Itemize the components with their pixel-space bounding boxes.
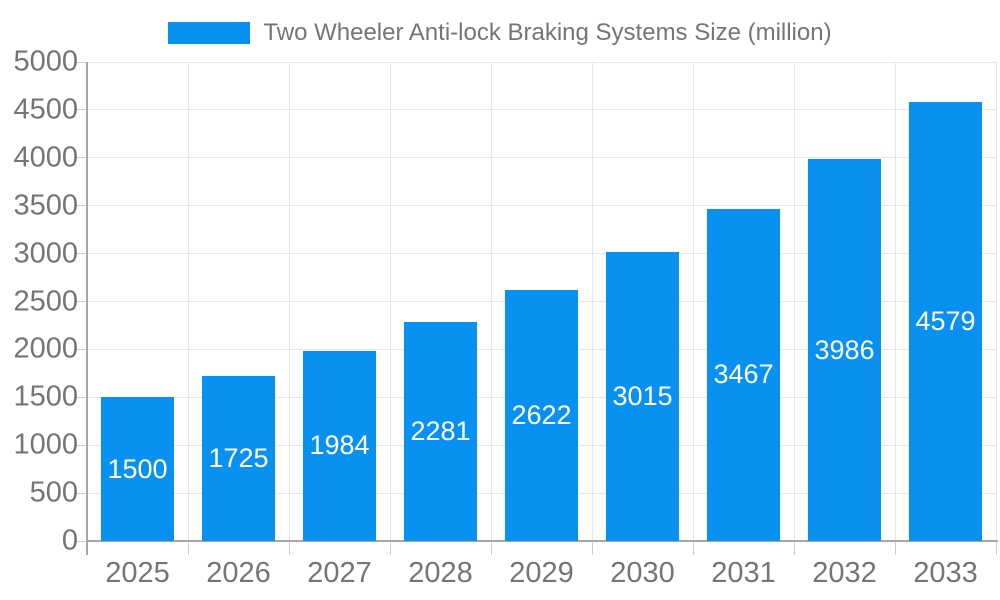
x-axis-tick [692, 541, 694, 555]
legend[interactable]: Two Wheeler Anti-lock Braking Systems Si… [0, 18, 1000, 48]
x-axis-tick [490, 541, 492, 555]
x-axis-label: 2028 [408, 557, 473, 589]
h-gridline [87, 61, 996, 63]
bar-value-label: 2622 [511, 399, 572, 430]
bar-value-label: 3467 [713, 359, 774, 390]
x-axis-tick [995, 541, 997, 555]
x-axis-label: 2027 [307, 557, 372, 589]
bar-2030[interactable]: 3015 [606, 252, 679, 541]
v-gridline [692, 62, 694, 541]
y-axis-tick [74, 61, 87, 63]
v-gridline [187, 62, 189, 541]
y-axis-label: 3500 [13, 189, 78, 222]
x-axis-tick [591, 541, 593, 555]
x-axis-tick [187, 541, 189, 555]
x-axis-tick [793, 541, 795, 555]
x-axis-label: 2033 [913, 557, 978, 589]
y-axis-tick [74, 540, 87, 542]
v-gridline [894, 62, 896, 541]
y-axis-label: 4000 [13, 141, 78, 174]
y-axis-label: 0 [61, 524, 78, 557]
bar-value-label: 1725 [208, 442, 269, 473]
y-axis-tick [74, 444, 87, 446]
x-axis-label: 2032 [812, 557, 877, 589]
legend-swatch [168, 22, 251, 44]
bar-value-label: 4579 [915, 306, 976, 337]
y-axis-label: 1000 [13, 428, 78, 461]
y-axis-tick [74, 301, 87, 302]
x-axis-tick [894, 541, 896, 555]
x-axis-label: 2025 [105, 557, 170, 589]
v-gridline [793, 62, 795, 541]
y-axis-label: 3000 [13, 237, 78, 270]
y-axis-label: 2500 [13, 285, 78, 317]
y-axis-tick [74, 396, 87, 398]
v-gridline [995, 62, 997, 541]
x-axis-label: 2031 [711, 557, 776, 589]
x-axis-line [86, 540, 998, 542]
bar-2033[interactable]: 4579 [909, 102, 982, 541]
y-axis-label: 1500 [13, 380, 78, 413]
bar-value-label: 3015 [612, 381, 673, 412]
x-axis-label: 2029 [509, 557, 574, 589]
y-axis-tick [74, 205, 87, 207]
v-gridline [591, 62, 593, 541]
y-axis-label: 5000 [13, 45, 78, 78]
bar-2029[interactable]: 2622 [505, 289, 578, 541]
h-gridline [87, 157, 996, 159]
bar-value-label: 1984 [309, 430, 370, 461]
y-axis-label: 500 [29, 476, 78, 509]
y-axis-line [86, 62, 88, 555]
h-gridline [87, 253, 996, 255]
legend-series-label: Two Wheeler Anti-lock Braking Systems Si… [263, 19, 832, 46]
bar-value-label: 3986 [814, 334, 875, 365]
y-axis-tick [74, 253, 87, 255]
bar-2028[interactable]: 2281 [404, 322, 477, 541]
bar-value-label: 1500 [107, 453, 168, 484]
y-axis-label: 2000 [13, 332, 78, 365]
x-axis-label: 2030 [610, 557, 675, 589]
v-gridline [490, 62, 492, 541]
y-axis-tick [74, 348, 87, 350]
y-axis-tick [74, 492, 87, 494]
h-gridline [87, 205, 996, 207]
y-axis-tick [74, 157, 87, 159]
bar-value-label: 2281 [410, 416, 471, 447]
x-axis-tick [389, 541, 391, 555]
x-axis-tick [288, 541, 290, 555]
bar-2027[interactable]: 1984 [303, 350, 376, 541]
bar-2025[interactable]: 1500 [101, 397, 174, 541]
bar-2032[interactable]: 3986 [808, 159, 881, 541]
v-gridline [389, 62, 391, 541]
v-gridline [288, 62, 290, 541]
x-axis-label: 2026 [206, 557, 271, 589]
bar-2026[interactable]: 1725 [202, 375, 275, 541]
y-axis-label: 4500 [13, 93, 78, 126]
h-gridline [87, 109, 996, 111]
bar-2031[interactable]: 3467 [707, 208, 780, 541]
y-axis-tick [74, 109, 87, 111]
